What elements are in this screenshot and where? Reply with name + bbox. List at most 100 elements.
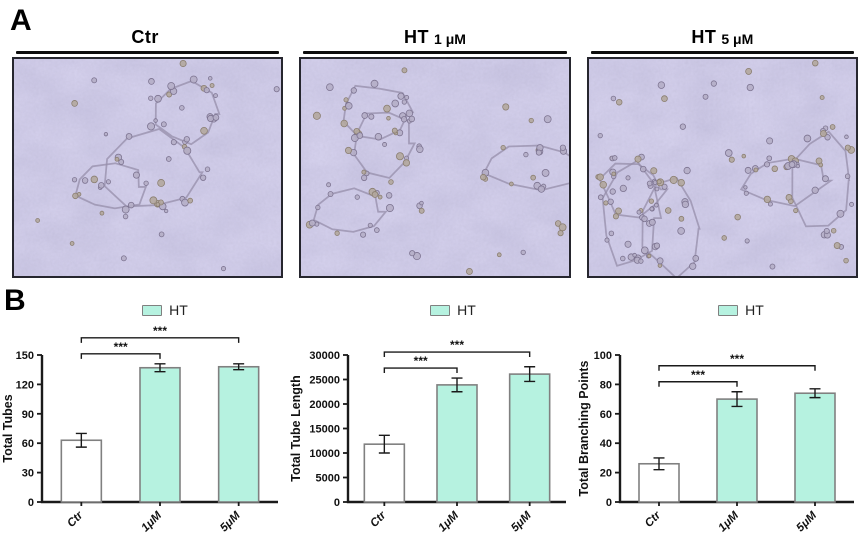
- significance-bracket: [658, 381, 738, 387]
- cell: [669, 175, 678, 184]
- cell: [649, 206, 654, 212]
- cell: [639, 165, 647, 173]
- significance-label: ***: [114, 340, 128, 354]
- error-bar: [451, 377, 463, 393]
- cell: [652, 180, 658, 185]
- cell: [353, 127, 361, 135]
- micrograph-title-ht1: HT 1 μM: [404, 16, 466, 51]
- cell: [523, 151, 529, 158]
- cell: [208, 76, 213, 81]
- cell: [386, 116, 392, 121]
- cell: [309, 219, 317, 227]
- cell: [818, 162, 823, 168]
- cell: [209, 83, 215, 88]
- cell: [766, 155, 772, 162]
- panel-b-label: B: [4, 284, 26, 317]
- cell: [681, 200, 689, 209]
- y-axis-label: Total Branching Points: [577, 361, 591, 497]
- cell: [744, 238, 750, 244]
- cell: [843, 257, 849, 264]
- cell: [646, 180, 653, 187]
- cell: [811, 186, 819, 194]
- cell: [542, 168, 550, 177]
- cell: [653, 242, 660, 249]
- cell: [164, 208, 169, 214]
- cell: [824, 134, 831, 141]
- bar-chart-total-tubes: 0 30 60 90 120 150 Total Tubes Ctr 1μM 5μM *** ***: [1, 324, 278, 534]
- legend: HT: [42, 300, 288, 320]
- cell: [724, 149, 733, 157]
- significance-bracket: [383, 351, 531, 358]
- y-tick-label: 10000: [309, 448, 340, 460]
- cell: [604, 237, 610, 243]
- cell: [148, 95, 154, 101]
- cell: [212, 114, 220, 121]
- cell: [612, 213, 619, 220]
- cell: [744, 67, 752, 75]
- cell: [120, 255, 127, 262]
- cell: [327, 191, 334, 197]
- x-tick-label: 1μM: [716, 509, 741, 534]
- micrograph-row: Ctr HT 1 μM: [12, 16, 858, 278]
- y-tick-label: 120: [16, 379, 34, 391]
- cell: [844, 173, 850, 180]
- significance-bracket: [80, 337, 240, 343]
- cell: [382, 142, 388, 147]
- cell: [676, 227, 685, 235]
- title-dose: 1 μM: [434, 31, 466, 47]
- cell: [207, 114, 215, 123]
- cell: [795, 163, 800, 169]
- cell: [843, 134, 849, 140]
- y-tick-label: 150: [16, 350, 34, 362]
- cell: [187, 197, 193, 204]
- cell: [608, 230, 614, 237]
- cell: [836, 209, 844, 218]
- y-tick-label: 20000: [309, 399, 340, 411]
- y-tick-label: 0: [28, 497, 34, 509]
- legend-swatch-ht: [142, 304, 163, 316]
- cell: [200, 126, 208, 135]
- cell: [657, 81, 665, 89]
- cell: [203, 87, 210, 94]
- cell: [743, 190, 749, 196]
- micrograph-panel-ht5: HT 5 μM: [586, 16, 858, 278]
- cell: [103, 131, 109, 137]
- micrograph-frame: [586, 57, 858, 278]
- cell: [105, 179, 111, 185]
- cell: [661, 183, 668, 190]
- y-axis-label: Total Tubes: [1, 394, 15, 462]
- chart-total-tubes: HT 0 30 60 90 120 150 Total Tubes Ctr 1μM 5μM *** *…: [0, 288, 288, 544]
- legend-swatch-ht: [430, 304, 451, 316]
- cell: [334, 230, 341, 236]
- cell: [710, 80, 717, 87]
- cell: [619, 255, 626, 262]
- cell: [170, 139, 177, 146]
- legend: HT: [330, 300, 576, 320]
- cell: [466, 268, 474, 275]
- cell: [99, 210, 105, 216]
- cell: [811, 59, 819, 67]
- cell: [213, 93, 218, 98]
- cell: [848, 201, 854, 207]
- cell: [557, 230, 564, 237]
- cell: [819, 95, 825, 101]
- cell: [361, 112, 369, 119]
- cell: [81, 177, 89, 184]
- cell: [122, 213, 129, 220]
- micrograph-image-ht1: [301, 59, 569, 276]
- micrograph-image-ctr: [14, 59, 282, 276]
- legend-label: HT: [457, 302, 476, 318]
- significance-label: ***: [730, 352, 744, 366]
- error-bar: [809, 388, 821, 399]
- cell: [677, 178, 685, 187]
- cell: [183, 136, 190, 143]
- cell: [419, 200, 425, 206]
- y-axis-label: Total Tube Length: [289, 375, 303, 481]
- micrograph-title-ctr: Ctr: [131, 16, 164, 51]
- legend: HT: [618, 300, 864, 320]
- y-tick-label: 80: [600, 379, 612, 391]
- title-main: Ctr: [131, 27, 159, 47]
- y-tick-label: 30: [22, 468, 34, 480]
- significance-label: ***: [414, 354, 428, 368]
- cell: [345, 102, 353, 110]
